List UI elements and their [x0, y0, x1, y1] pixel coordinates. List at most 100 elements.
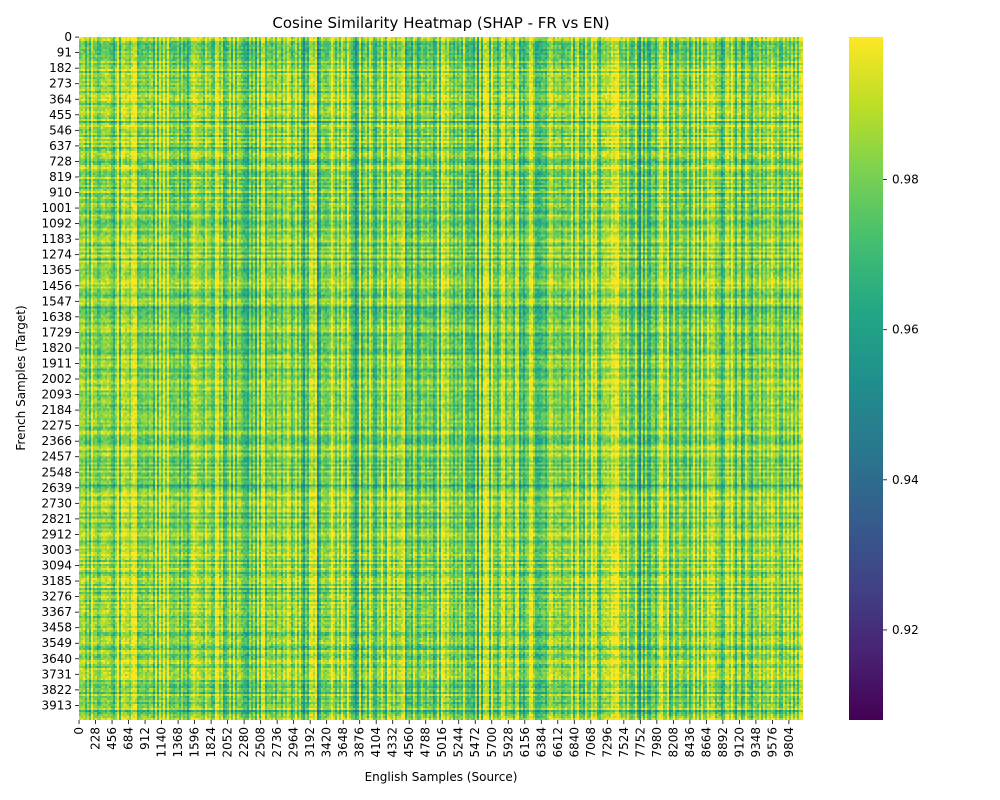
- x-tick-label: 6156: [518, 727, 532, 758]
- y-tick-label: 2548: [41, 465, 72, 479]
- x-axis-label: English Samples (Source): [365, 770, 518, 784]
- y-tick-label: 3913: [41, 698, 72, 712]
- y-tick-label: 546: [49, 123, 72, 137]
- x-tick-label: 228: [89, 727, 103, 750]
- x-tick-label: 7524: [617, 727, 631, 758]
- x-tick-label: 912: [138, 727, 152, 750]
- x-tick-label: 456: [105, 727, 119, 750]
- y-tick-label: 2275: [41, 419, 72, 433]
- x-tick-label: 1140: [155, 727, 169, 758]
- y-tick-label: 3822: [41, 683, 72, 697]
- y-tick-label: 2184: [41, 403, 72, 417]
- x-tick-label: 9348: [749, 727, 763, 758]
- x-tick-label: 7296: [600, 727, 614, 758]
- x-tick-label: 4788: [419, 727, 433, 758]
- x-tick-label: 2052: [221, 727, 235, 758]
- x-tick-label: 1824: [204, 727, 218, 758]
- x-tick-label: 9576: [765, 727, 779, 758]
- x-tick-label: 6840: [567, 727, 581, 758]
- y-tick-label: 1820: [41, 341, 72, 355]
- y-tick-label: 3003: [41, 543, 72, 557]
- x-tick-label: 9120: [732, 727, 746, 758]
- y-tick-label: 1365: [41, 263, 72, 277]
- y-tick-label: 1911: [41, 356, 72, 370]
- x-tick-label: 3648: [336, 727, 350, 758]
- colorbar-tick-label: 0.94: [892, 473, 919, 487]
- y-tick-label: 1729: [41, 325, 72, 339]
- x-tick-label: 684: [122, 727, 136, 750]
- y-tick-label: 0: [64, 30, 72, 44]
- y-tick-label: 1638: [41, 310, 72, 324]
- x-tick-label: 6612: [551, 727, 565, 758]
- x-tick-label: 7752: [633, 727, 647, 758]
- x-tick-label: 5244: [452, 727, 466, 758]
- y-tick-label: 2821: [41, 512, 72, 526]
- x-tick-label: 9804: [782, 727, 796, 758]
- x-tick-label: 5472: [468, 727, 482, 758]
- x-tick-label: 1368: [171, 727, 185, 758]
- y-tick-label: 3185: [41, 574, 72, 588]
- x-tick-label: 6384: [534, 727, 548, 758]
- y-tick-label: 3549: [41, 636, 72, 650]
- y-tick-label: 2639: [41, 481, 72, 495]
- heatmap-plot-area: [79, 37, 803, 720]
- x-tick-label: 5700: [485, 727, 499, 758]
- y-tick-label: 455: [49, 108, 72, 122]
- colorbar: 0.92 0.94 0.96 0.98: [849, 37, 919, 720]
- x-tick-label: 5016: [435, 727, 449, 758]
- chart-title: Cosine Similarity Heatmap (SHAP - FR vs …: [272, 14, 609, 32]
- y-tick-label: 3640: [41, 652, 72, 666]
- y-tick-label: 819: [49, 170, 72, 184]
- x-tick-label: 8892: [716, 727, 730, 758]
- y-tick-label: 1092: [41, 217, 72, 231]
- y-tick-label: 1456: [41, 279, 72, 293]
- y-tick-label: 637: [49, 139, 72, 153]
- y-tick-label: 910: [49, 186, 72, 200]
- y-tick-label: 273: [49, 77, 72, 91]
- y-tick-label: 2730: [41, 496, 72, 510]
- x-tick-label: 4560: [402, 727, 416, 758]
- y-axis-label: French Samples (Target): [14, 305, 28, 450]
- y-tick-label: 1274: [41, 248, 72, 262]
- x-tick-label: 2280: [237, 727, 251, 758]
- x-tick-label: 7980: [650, 727, 664, 758]
- y-tick-label: 2002: [41, 372, 72, 386]
- x-tick-label: 8208: [666, 727, 680, 758]
- y-tick-label: 1547: [41, 294, 72, 308]
- y-tick-label: 3731: [41, 667, 72, 681]
- y-tick-label: 182: [49, 61, 72, 75]
- y-tick-label: 3367: [41, 605, 72, 619]
- x-tick-label: 2508: [254, 727, 268, 758]
- x-tick-label: 4332: [386, 727, 400, 758]
- x-tick-label: 7068: [584, 727, 598, 758]
- y-tick-label: 3276: [41, 590, 72, 604]
- colorbar-gradient: [849, 37, 883, 720]
- colorbar-ticks: 0.92 0.94 0.96 0.98: [883, 173, 919, 637]
- x-tick-label: 2736: [270, 727, 284, 758]
- y-tick-label: 2912: [41, 527, 72, 541]
- x-axis-ticks: 0 228 456 684 912 1140 1368 1596 1824 2052 2280 250…: [72, 720, 796, 758]
- heatmap-cells: [79, 37, 803, 720]
- x-tick-label: 8664: [699, 727, 713, 758]
- x-tick-label: 2964: [287, 727, 301, 758]
- y-tick-label: 91: [57, 46, 72, 60]
- y-tick-label: 1183: [41, 232, 72, 246]
- y-tick-label: 3458: [41, 621, 72, 635]
- y-tick-label: 2366: [41, 434, 72, 448]
- y-tick-label: 3094: [41, 559, 72, 573]
- x-tick-label: 3876: [353, 727, 367, 758]
- colorbar-tick-label: 0.92: [892, 623, 919, 637]
- y-tick-label: 728: [49, 154, 72, 168]
- colorbar-tick-label: 0.96: [892, 323, 919, 337]
- x-tick-label: 8436: [683, 727, 697, 758]
- y-tick-label: 2093: [41, 388, 72, 402]
- x-tick-label: 1596: [188, 727, 202, 758]
- colorbar-tick-label: 0.98: [892, 173, 919, 187]
- x-tick-label: 5928: [501, 727, 515, 758]
- y-tick-label: 364: [49, 92, 72, 106]
- x-tick-label: 4104: [369, 727, 383, 758]
- y-tick-label: 2457: [41, 450, 72, 464]
- x-tick-label: 0: [72, 727, 86, 735]
